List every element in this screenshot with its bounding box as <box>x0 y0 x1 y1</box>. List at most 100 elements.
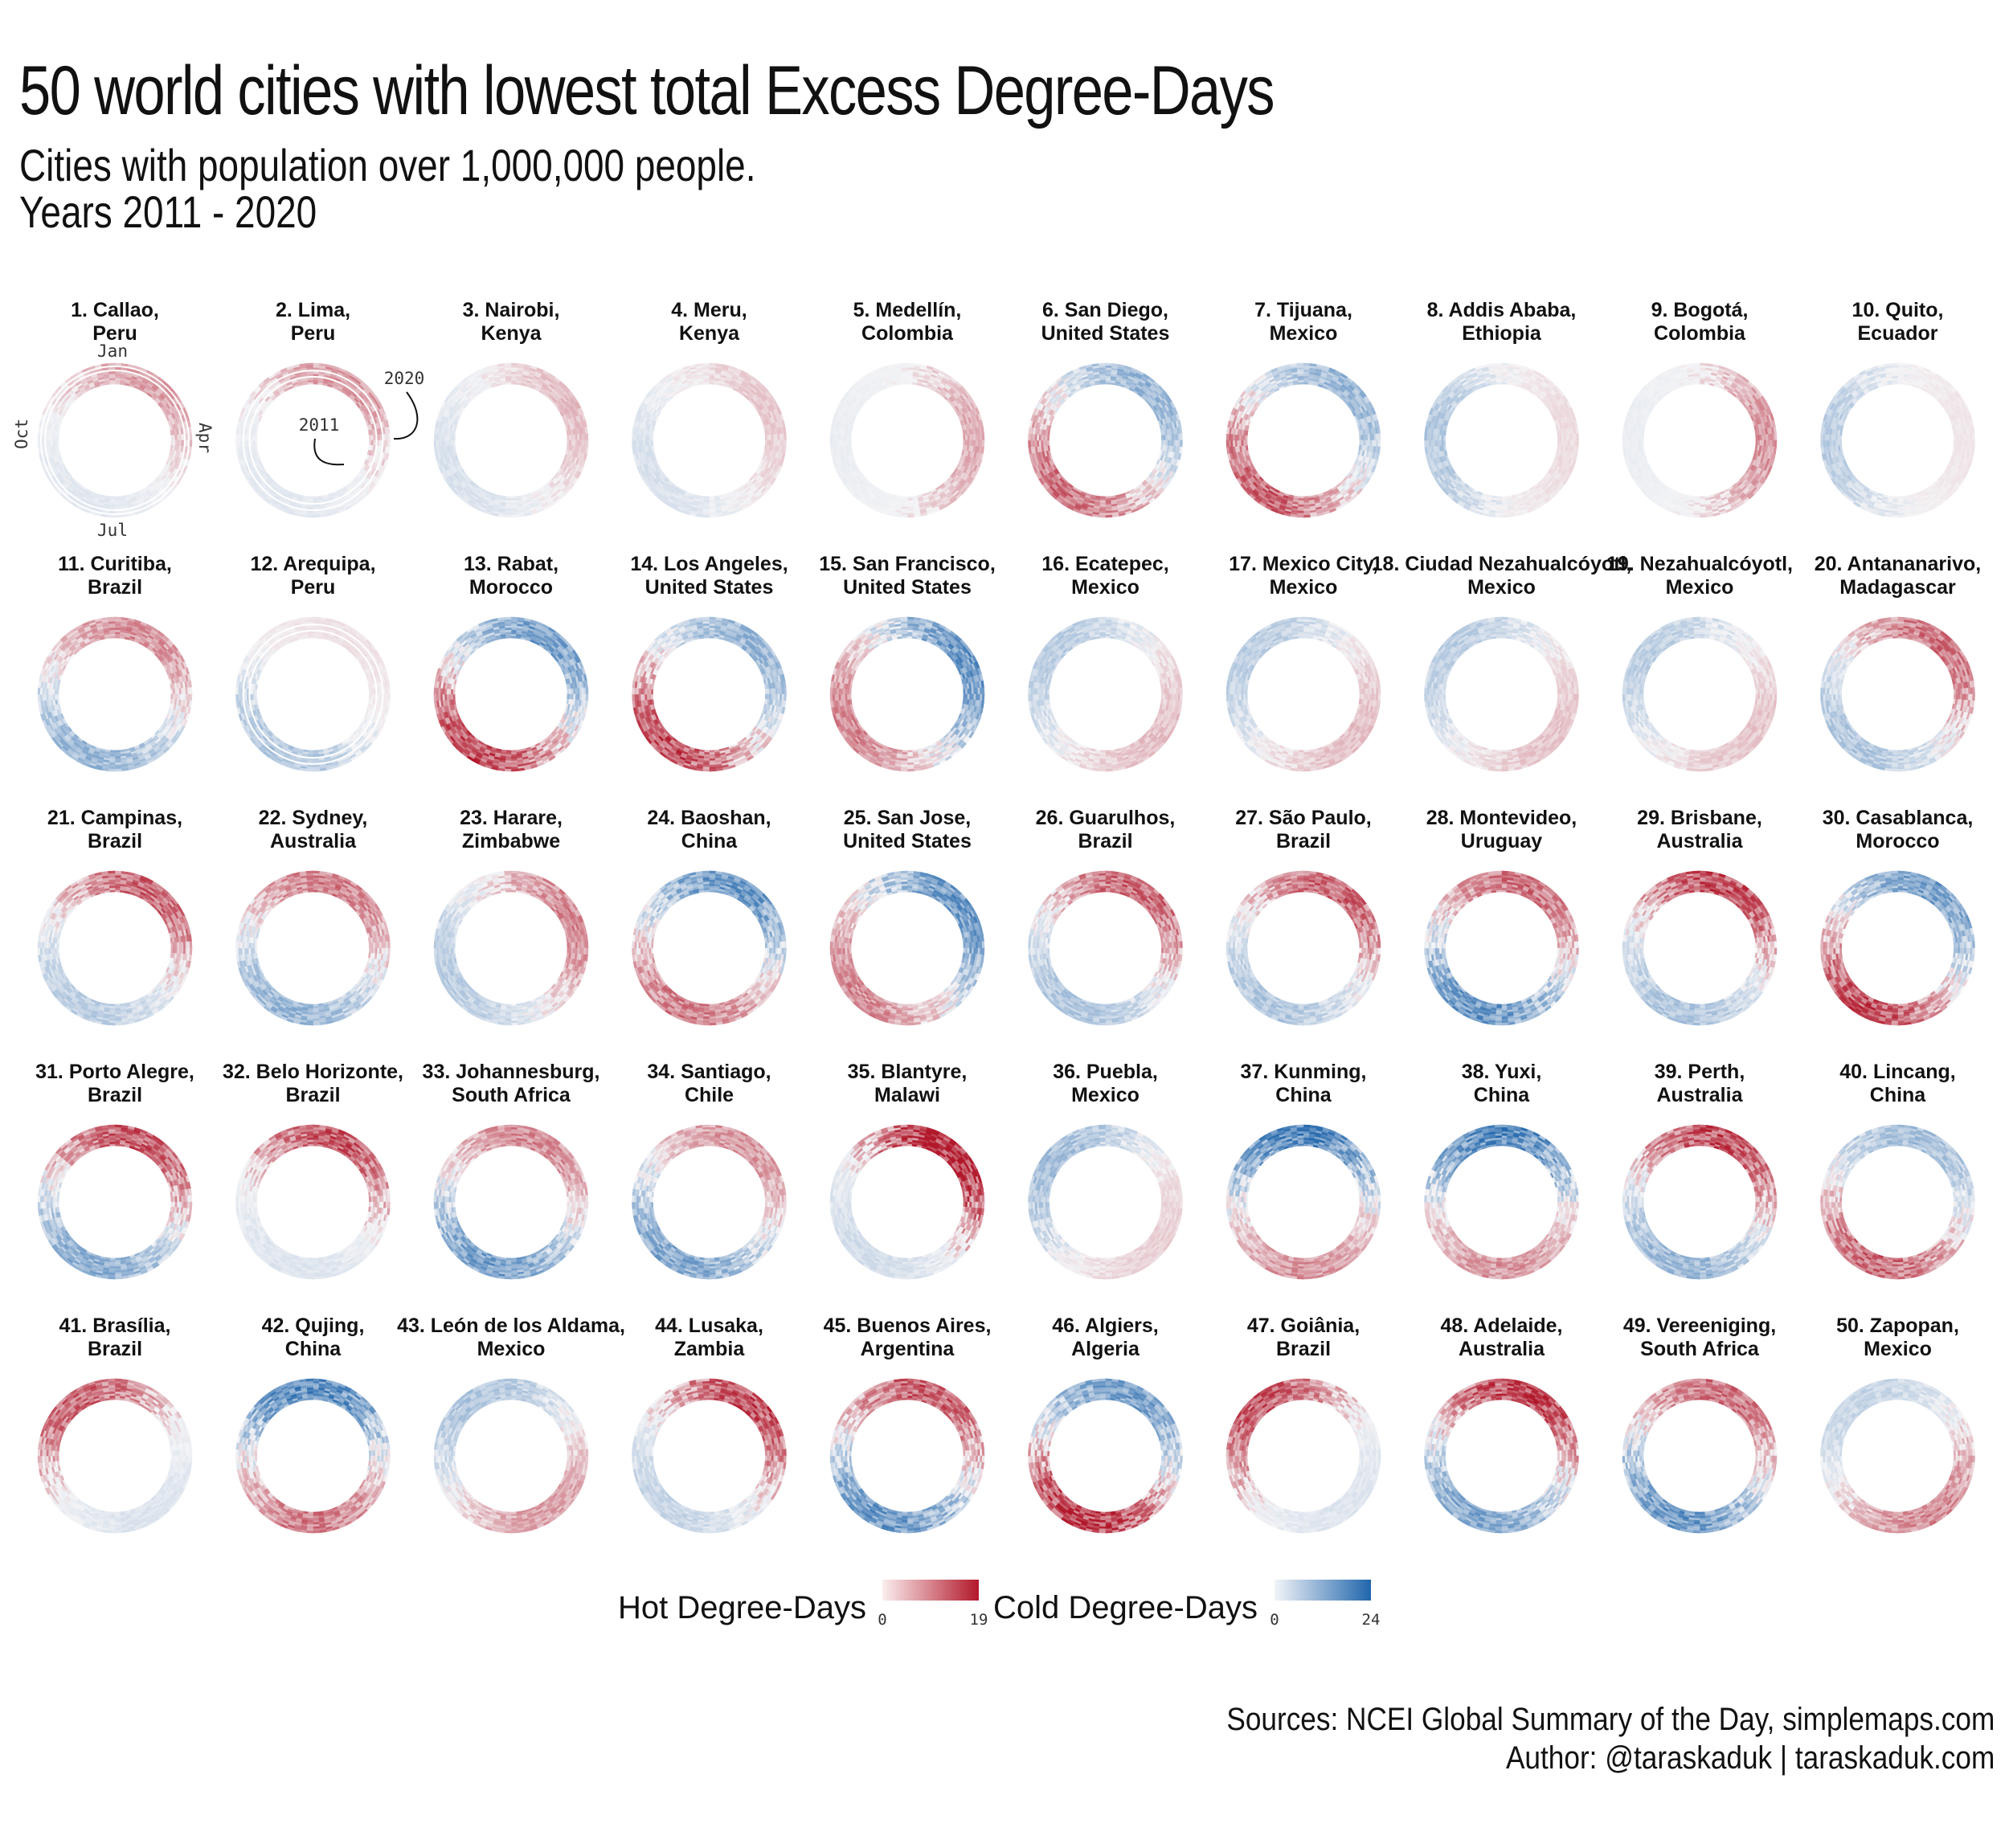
ring-cell <box>46 435 48 441</box>
ring-cell <box>47 428 50 435</box>
ring-cell <box>133 507 140 511</box>
ring-cell <box>187 453 190 460</box>
ring-cell <box>313 378 319 380</box>
ring-cell <box>434 427 437 434</box>
ring-cell <box>434 440 436 447</box>
ring-cell <box>696 363 703 366</box>
ring-cell <box>48 396 54 403</box>
ring-cell <box>388 440 391 447</box>
city-label-line-1: 6. San Diego, <box>1042 299 1168 321</box>
ring-cell <box>38 427 41 434</box>
ring-cell <box>434 434 436 440</box>
ring-cell <box>387 427 391 434</box>
ring-cell <box>115 363 121 366</box>
ring-cell <box>102 510 108 513</box>
ring-cell <box>95 365 102 368</box>
ring-cell <box>632 447 636 454</box>
city-ring <box>632 363 787 517</box>
ring-cell <box>186 414 190 421</box>
ring-cell <box>121 368 128 371</box>
ring-cell <box>511 515 518 517</box>
ring-cell <box>49 470 54 476</box>
ring-cell <box>373 435 375 440</box>
ring-cell <box>45 402 50 409</box>
ring-cell <box>378 446 382 452</box>
ring-cell <box>373 440 375 446</box>
ring-cell <box>121 514 129 517</box>
city-label-line-1: 4. Meru, <box>671 299 747 321</box>
ring-cell <box>301 506 308 509</box>
ring-cell <box>716 514 723 517</box>
city-label-line-1: 3. Nairobi, <box>463 299 560 321</box>
ring-cell <box>153 502 159 508</box>
ring-cell <box>38 447 41 454</box>
ring-cell <box>95 513 102 516</box>
ring-cell <box>128 365 135 368</box>
ring-cell <box>308 378 313 380</box>
ring-cell <box>716 363 723 366</box>
city-label-line-1: 2. Lima, <box>276 299 350 321</box>
ring-cell <box>43 452 47 459</box>
city-ring <box>830 363 984 517</box>
ring-cell <box>84 372 91 376</box>
ring-cell <box>434 447 437 454</box>
ring-cell <box>84 505 91 509</box>
city-label-line-2: Peru <box>291 322 336 345</box>
ring-cell <box>307 371 313 374</box>
ring-cell <box>313 363 320 366</box>
ring-cell <box>101 514 108 517</box>
ring-cell <box>313 501 319 503</box>
ring-cell <box>784 434 787 440</box>
ring-cell <box>182 415 186 422</box>
ring-cell <box>43 427 46 434</box>
ring-cell <box>190 440 192 447</box>
ring-cell <box>183 407 188 415</box>
ring-cell <box>387 447 391 454</box>
ring-cell <box>982 440 984 447</box>
ring-cell <box>236 440 239 447</box>
ring-cell <box>115 507 121 509</box>
ring-cell <box>300 514 307 517</box>
ring-cell <box>108 515 115 517</box>
ring-cell <box>497 514 505 517</box>
ring-cell <box>306 515 313 517</box>
ring-cell <box>236 434 239 440</box>
ring-cell <box>320 363 327 366</box>
ring-cell <box>79 501 85 506</box>
ring-cell <box>88 366 96 370</box>
ring-cell <box>379 435 382 441</box>
ring-cell <box>121 510 128 513</box>
ring-cell <box>313 515 320 517</box>
city-label-line-2: Colombia <box>861 322 954 345</box>
ring-cell <box>73 377 80 382</box>
ring-cell <box>183 452 186 459</box>
ring-cell <box>981 427 984 434</box>
ring-cell <box>127 369 133 372</box>
ring-cell <box>702 515 709 517</box>
ring-cell <box>47 446 50 452</box>
ring-cell <box>702 363 709 366</box>
ring-cell <box>76 505 84 510</box>
ring-cell <box>121 372 127 375</box>
ring-cell <box>189 447 192 454</box>
ring-cell <box>710 363 716 366</box>
ring-cell <box>139 372 145 376</box>
city-label-line-2: United States <box>1041 322 1170 345</box>
ring-cell <box>901 363 907 366</box>
ring-cell <box>79 374 85 379</box>
ring-cell <box>830 434 833 440</box>
ring-cell <box>632 440 635 447</box>
ring-cell <box>182 459 186 465</box>
ring-cell <box>505 515 511 517</box>
ring-cell <box>44 415 48 422</box>
ring-cell <box>632 434 635 440</box>
ring-cell <box>147 505 154 510</box>
ring-cell <box>102 368 108 371</box>
ring-cell <box>47 464 51 471</box>
city-ring <box>434 363 588 517</box>
ring-cell <box>115 371 121 374</box>
ring-cell <box>115 367 121 370</box>
ring-cell <box>90 507 96 511</box>
ring-cell <box>134 366 141 370</box>
ring-cell <box>187 420 190 427</box>
